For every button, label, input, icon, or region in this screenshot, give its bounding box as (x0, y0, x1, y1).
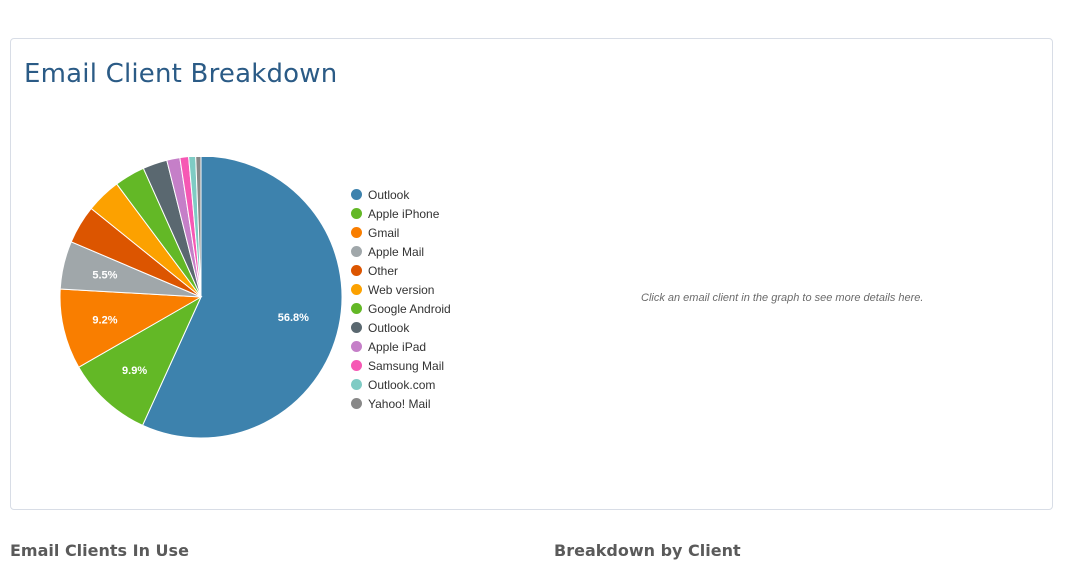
pie-slice-gmail[interactable] (59, 288, 203, 368)
legend-item[interactable]: Apple iPhone (351, 204, 451, 223)
card-title: Email Client Breakdown (24, 59, 338, 89)
legend-label: Gmail (368, 225, 400, 240)
legend-label: Google Android (368, 301, 451, 316)
legend-label: Outlook (368, 187, 410, 202)
legend-item[interactable]: Yahoo! Mail (351, 394, 451, 413)
legend-swatch (351, 303, 362, 314)
chart-legend: Outlook Apple iPhone Gmail Apple Mail Other W… (351, 185, 451, 413)
legend-item[interactable]: Gmail (351, 223, 451, 242)
legend-swatch (351, 208, 362, 219)
legend-label: Outlook (368, 320, 410, 335)
legend-swatch (351, 360, 362, 371)
pie-slice-outlook-com[interactable] (188, 157, 202, 298)
pie-data-label: 9.9% (122, 365, 147, 377)
legend-label: Yahoo! Mail (368, 396, 431, 411)
legend-swatch (351, 189, 362, 200)
legend-swatch (351, 246, 362, 257)
legend-label: Apple Mail (368, 244, 425, 259)
chart-hint-text: Click an email client in the graph to se… (641, 292, 924, 304)
breakdown-by-client-heading: Breakdown by Client (554, 541, 741, 560)
legend-item[interactable]: Web version (351, 280, 451, 299)
legend-item[interactable]: Apple iPad (351, 337, 451, 356)
email-clients-in-use-heading: Email Clients In Use (10, 541, 189, 560)
pie-slice-outlook[interactable] (141, 157, 343, 439)
pie-slice-samsung-mail[interactable] (179, 157, 202, 298)
pie-slice-yahoo-mail[interactable] (195, 157, 202, 298)
legend-swatch (351, 398, 362, 409)
legend-swatch (351, 341, 362, 352)
legend-label: Outlook.com (368, 377, 436, 392)
legend-item[interactable]: Google Android (351, 299, 451, 318)
legend-item[interactable]: Apple Mail (351, 242, 451, 261)
legend-item[interactable]: Samsung Mail (351, 356, 451, 375)
pie-data-label: 5.5% (92, 270, 117, 282)
pie-data-label: 56.8% (278, 312, 309, 324)
legend-swatch (351, 379, 362, 390)
legend-label: Apple iPad (368, 339, 427, 354)
legend-label: Web version (368, 282, 435, 297)
legend-swatch (351, 284, 362, 295)
pie-slice-apple-iphone[interactable] (78, 295, 203, 426)
legend-item[interactable]: Outlook.com (351, 375, 451, 394)
legend-label: Other (368, 263, 399, 278)
legend-item[interactable]: Outlook (351, 318, 451, 337)
legend-label: Apple iPhone (368, 206, 440, 221)
legend-label: Samsung Mail (368, 358, 445, 373)
email-client-pie-chart[interactable]: 56.8% 9.9% 9.2% 5.5% (51, 157, 351, 457)
legend-swatch (351, 227, 362, 238)
email-client-breakdown-card: Email Client Breakdown 56.8% 9.9% 9.2% 5.5%… (10, 38, 1053, 510)
legend-swatch (351, 322, 362, 333)
legend-swatch (351, 265, 362, 276)
legend-item[interactable]: Outlook (351, 185, 451, 204)
pie-data-label: 9.2% (92, 315, 117, 327)
legend-item[interactable]: Other (351, 261, 451, 280)
